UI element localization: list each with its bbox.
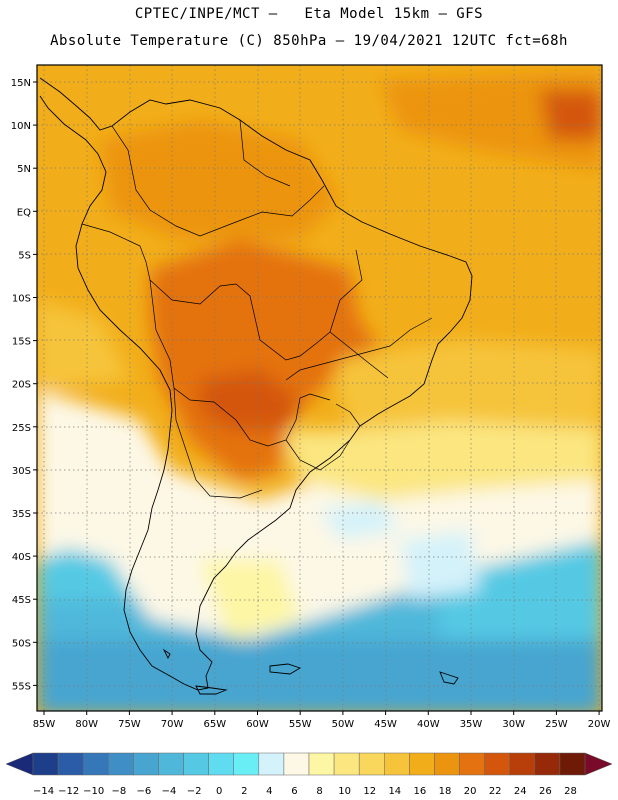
- longitude-label: 60W: [246, 719, 269, 730]
- colorbar-label: 24: [514, 786, 527, 797]
- country-borders: [81, 119, 433, 499]
- latitude-label: 15S: [12, 337, 31, 348]
- colorbar-label: 16: [414, 786, 427, 797]
- longitude-label: 80W: [75, 719, 98, 730]
- latitude-label: 40S: [12, 552, 31, 563]
- longitude-label: 75W: [118, 719, 141, 730]
- colorbar-cell: [459, 752, 485, 776]
- latitude-label: 20S: [12, 380, 31, 391]
- colorbar-cell: [158, 752, 184, 776]
- colorbar-label: 26: [539, 786, 552, 797]
- latitude-label: 55S: [12, 681, 31, 692]
- colorbar-label: −6: [137, 786, 152, 797]
- colorbar-cell: [559, 752, 586, 776]
- colorbar-cell: [32, 752, 59, 776]
- colorbar: −14 −12 −10 −8 −6 −4 −2 0 2 4 6 8 10 12 14 16 18 20 22 24 26…: [5, 752, 613, 797]
- longitude-label: 35W: [460, 719, 483, 730]
- colorbar-cell: [233, 752, 260, 776]
- latitude-label: 30S: [12, 466, 31, 477]
- colorbar-high-arrow: [584, 752, 613, 776]
- latitude-label: 50S: [12, 638, 31, 649]
- colorbar-cell: [384, 752, 410, 776]
- longitude-labels: 85W 80W 75W 70W 65W 60W 55W 50W 45W 40W 35W 30W 25W 2…: [33, 711, 611, 730]
- colorbar-label: 14: [388, 786, 401, 797]
- colorbar-cell: [108, 752, 134, 776]
- latitude-label: 5S: [18, 250, 31, 261]
- colorbar-cell: [509, 752, 536, 776]
- colorbar-cell: [409, 752, 435, 776]
- colorbar-low-arrow: [5, 752, 34, 776]
- longitude-label: 45W: [374, 719, 397, 730]
- latitude-label: 10N: [11, 121, 31, 132]
- colorbar-cell: [82, 752, 109, 776]
- latitude-label: 10S: [12, 294, 31, 305]
- colorbar-cell: [358, 752, 385, 776]
- colorbar-cell: [208, 752, 234, 776]
- colorbar-label: 4: [266, 786, 272, 797]
- latitude-label: 25S: [12, 423, 31, 434]
- longitude-label: 50W: [332, 719, 355, 730]
- colorbar-cell: [133, 752, 159, 776]
- latitude-label: 5N: [17, 164, 31, 175]
- colorbar-label: −4: [162, 786, 177, 797]
- colorbar-cell: [57, 752, 84, 776]
- colorbar-label: 18: [439, 786, 452, 797]
- colorbar-label: −10: [83, 786, 104, 797]
- colorbar-cell: [333, 752, 360, 776]
- longitude-label: 55W: [289, 719, 312, 730]
- colorbar-cell: [258, 752, 285, 776]
- colorbar-label: 0: [216, 786, 222, 797]
- colorbar-label: 22: [489, 786, 502, 797]
- longitude-label: 85W: [33, 719, 56, 730]
- colorbar-cell: [434, 752, 460, 776]
- longitude-label: 70W: [161, 719, 184, 730]
- latitude-labels: 15N 10N 5N EQ 5S 10S 15S 20S 25S 30S 35S 40S 45S 50S 5…: [11, 78, 37, 692]
- longitude-label: 40W: [417, 719, 440, 730]
- map-panel: 15N 10N 5N EQ 5S 10S 15S 20S 25S 30S 35S 40S 45S 50S 5…: [11, 64, 611, 730]
- longitude-label: 25W: [545, 719, 568, 730]
- colorbar-label: 12: [363, 786, 376, 797]
- longitude-label: 30W: [502, 719, 525, 730]
- colorbar-label: 6: [291, 786, 297, 797]
- colorbar-label: 8: [316, 786, 322, 797]
- colorbar-label: 10: [338, 786, 351, 797]
- colorbar-cell: [183, 752, 209, 776]
- latitude-label: 15N: [11, 78, 31, 89]
- colorbar-label: −2: [187, 786, 202, 797]
- latitude-label: EQ: [17, 207, 31, 218]
- colorbar-label: 20: [464, 786, 477, 797]
- map-frame: [36, 64, 603, 712]
- colorbar-cell: [283, 752, 310, 776]
- colorbar-cell: [484, 752, 510, 776]
- coastline: [39, 77, 473, 695]
- colorbar-cell: [308, 752, 335, 776]
- longitude-label: 20W: [588, 719, 611, 730]
- colorbar-label: 28: [564, 786, 577, 797]
- latitude-label: 45S: [12, 595, 31, 606]
- colorbar-label: −14: [33, 786, 54, 797]
- longitude-label: 65W: [203, 719, 226, 730]
- map-title-line1: CPTEC/INPE/MCT – Eta Model 15km – GFS: [134, 6, 484, 22]
- colorbar-label: −8: [111, 786, 126, 797]
- colorbar-cell: [534, 752, 561, 776]
- map-title-line2: Absolute Temperature (C) 850hPa – 19/04/…: [50, 33, 568, 49]
- colorbar-label: −12: [58, 786, 79, 797]
- temperature-field: [37, 65, 602, 711]
- latitude-label: 35S: [12, 509, 31, 520]
- colorbar-label: 2: [241, 786, 247, 797]
